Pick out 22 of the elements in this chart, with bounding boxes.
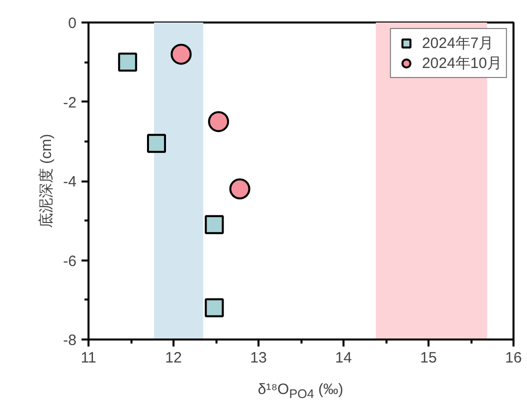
point bbox=[229, 178, 250, 200]
y-axis-title: 底泥深度 (cm) bbox=[38, 134, 56, 228]
point bbox=[204, 298, 224, 318]
point bbox=[118, 52, 138, 72]
y-tick-label: -4 bbox=[63, 174, 77, 190]
legend-label: 2024年7月 bbox=[422, 34, 494, 52]
x-tick-label: 13 bbox=[250, 350, 267, 366]
y-tick-label: -6 bbox=[63, 252, 77, 270]
y-tick-label: -8 bbox=[63, 332, 77, 349]
point bbox=[208, 111, 230, 132]
legend-label: 2024年10月 bbox=[422, 54, 502, 72]
y-tick-label: -2 bbox=[63, 94, 77, 112]
x-tick-label: 11 bbox=[80, 350, 96, 366]
x-tick-label: 14 bbox=[335, 350, 352, 366]
point bbox=[170, 44, 192, 65]
point bbox=[147, 134, 166, 153]
x-tick-label: 15 bbox=[420, 350, 437, 366]
point bbox=[204, 215, 224, 234]
y-tick-label: 0 bbox=[68, 15, 76, 32]
x-axis-title: δ¹⁸O$_{PO4}$ (‰) bbox=[258, 380, 344, 403]
x-tick-label: 12 bbox=[165, 350, 182, 366]
x-tick-label: 16 bbox=[505, 350, 522, 366]
